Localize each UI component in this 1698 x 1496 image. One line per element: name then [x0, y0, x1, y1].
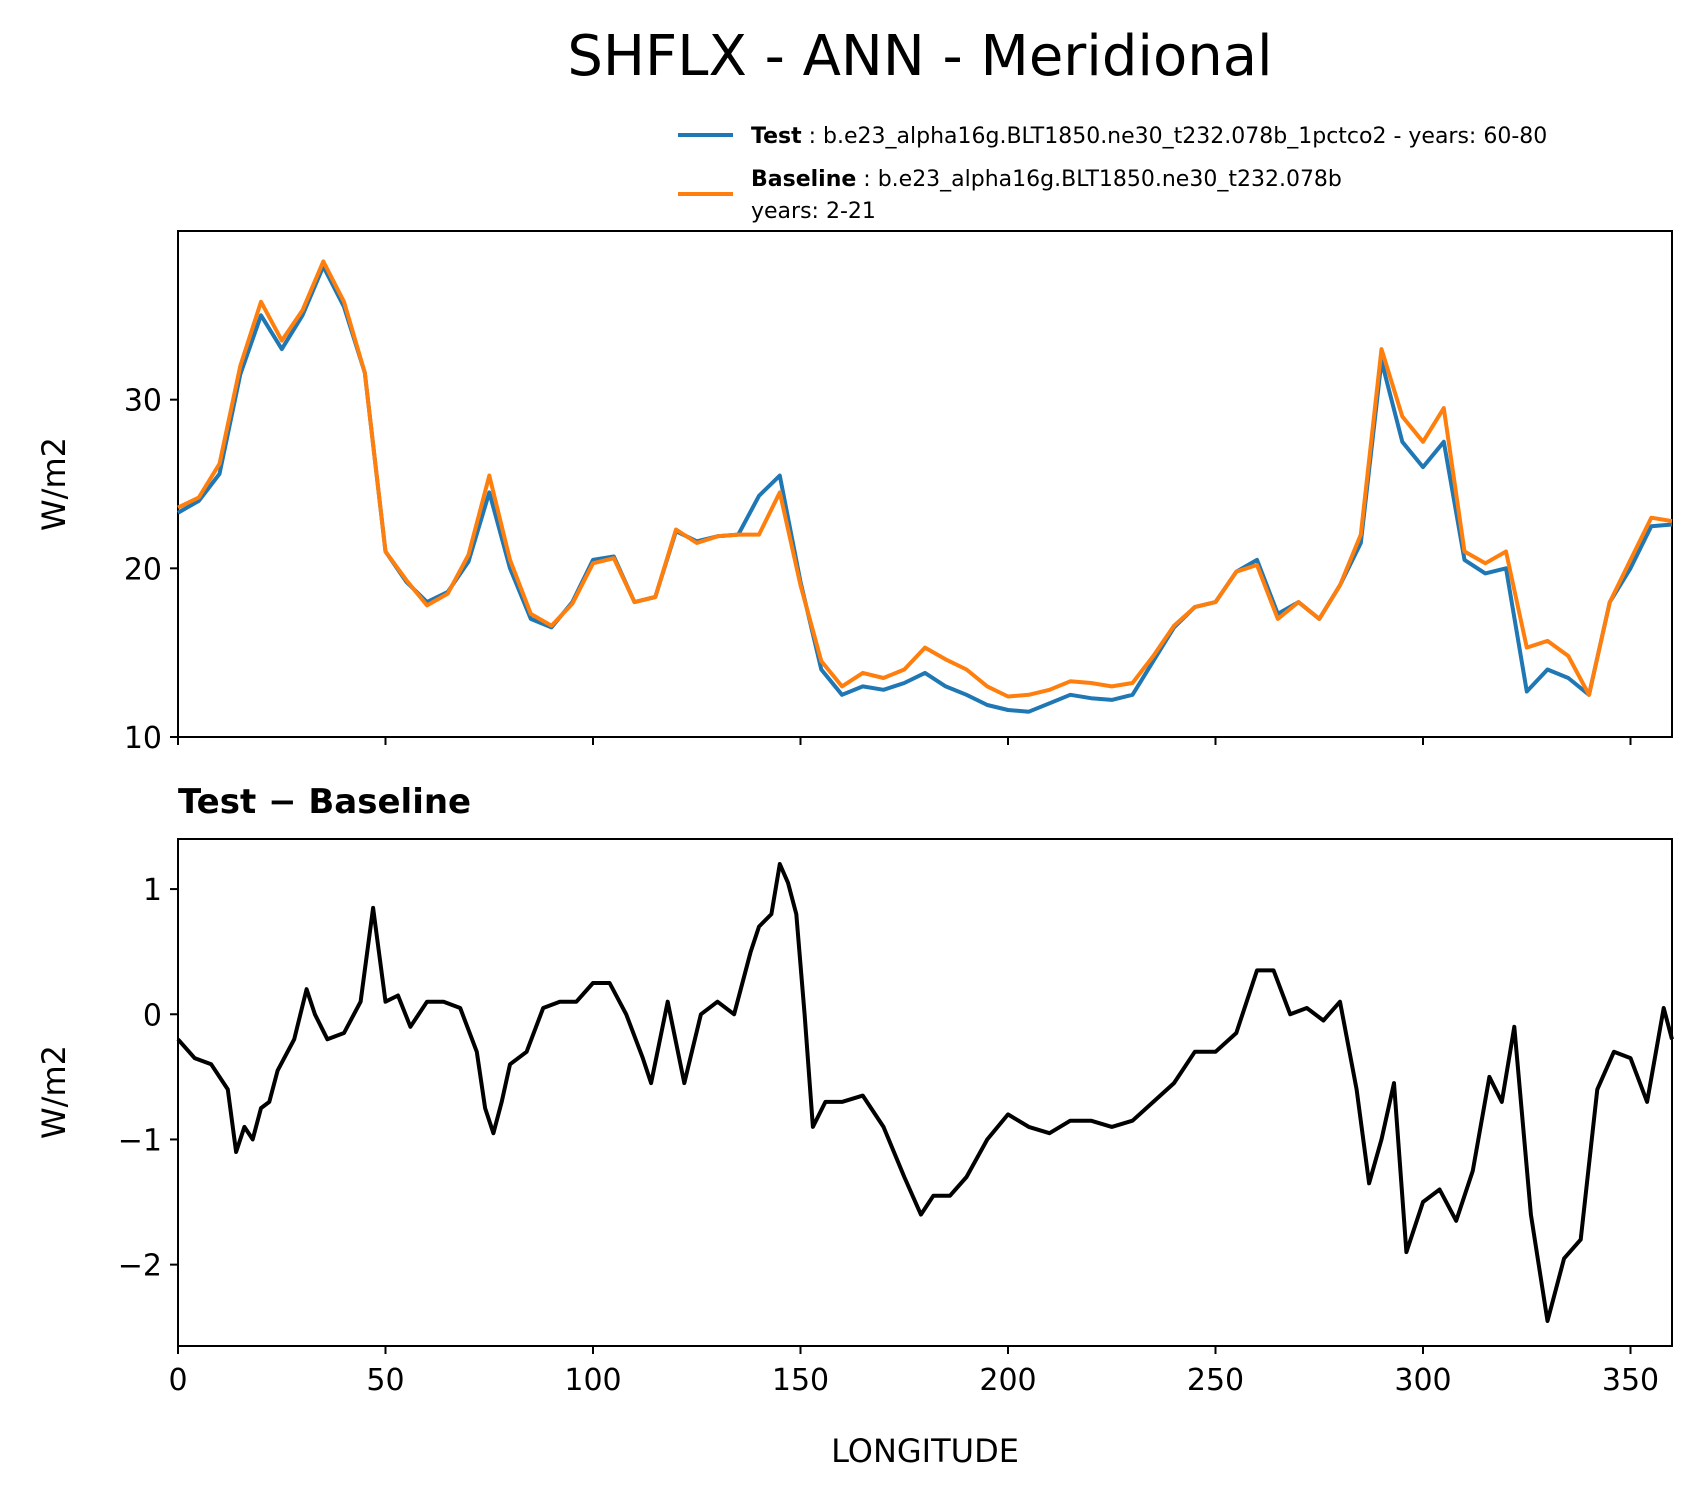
top-lines [177, 259, 1673, 714]
legend-test-label: Test [751, 124, 802, 149]
top-panel: 10 20 30 W/m2 [35, 230, 1673, 756]
ytick-label-1-3: 1 [143, 873, 162, 908]
xtick-label-1-0: 0 [168, 1363, 187, 1398]
xtick-label-1-3: 150 [772, 1363, 829, 1398]
bottom-lines [176, 862, 1674, 1323]
legend-baseline-label: Baseline [751, 167, 856, 192]
xtick-label-1-6: 300 [1394, 1363, 1451, 1398]
xtick-label-1-7: 350 [1602, 1363, 1659, 1398]
bottom-xlabel: LONGITUDE [831, 1432, 1019, 1470]
top-ylabel: W/m2 [35, 437, 73, 531]
xtick-label-1-1: 50 [366, 1363, 404, 1398]
legend-test-desc: : b.e23_alpha16g.BLT1850.ne30_t232.078b_… [802, 124, 1548, 149]
ytick-label-0-2: 30 [124, 384, 162, 419]
legend-baseline-text: Baseline : b.e23_alpha16g.BLT1850.ne30_t… [751, 167, 1342, 192]
bottom-panel-title: Test − Baseline [178, 782, 471, 822]
xtick-label-1-2: 100 [564, 1363, 621, 1398]
legend: Test : b.e23_alpha16g.BLT1850.ne30_t232.… [678, 124, 1547, 224]
ytick-label-0-0: 10 [124, 721, 162, 756]
xtick-label-1-5: 250 [1187, 1363, 1244, 1398]
bottom-panel-frame [177, 838, 1673, 1347]
figure-title: SHFLX - ANN - Meridional [567, 24, 1272, 89]
legend-baseline-years: years: 2-21 [751, 199, 876, 224]
top-panel-frame [177, 230, 1673, 738]
bottom-panel: Test − Baseline −2 −1 0 1 0 50 100 150 200 250 30… [35, 782, 1674, 1470]
ytick-label-1-0: −2 [118, 1249, 162, 1284]
bottom-xticks: 0 50 100 150 200 250 300 350 [168, 1346, 1659, 1398]
bottom-ylabel: W/m2 [35, 1045, 73, 1139]
series-line-0-0 [177, 264, 1673, 714]
legend-baseline-desc: : b.e23_alpha16g.BLT1850.ne30_t232.078b [856, 167, 1342, 192]
series-line-0-1 [177, 259, 1673, 699]
xtick-label-1-4: 200 [979, 1363, 1036, 1398]
top-yticks: 10 20 30 [124, 384, 178, 756]
series-line-1-0 [176, 862, 1674, 1323]
bottom-yticks: −2 −1 0 1 [118, 873, 178, 1284]
legend-test-text: Test : b.e23_alpha16g.BLT1850.ne30_t232.… [751, 124, 1547, 149]
ytick-label-1-1: −1 [118, 1123, 162, 1158]
ytick-label-0-1: 20 [124, 552, 162, 587]
top-xticks [177, 737, 1632, 745]
ytick-label-1-2: 0 [143, 998, 162, 1033]
